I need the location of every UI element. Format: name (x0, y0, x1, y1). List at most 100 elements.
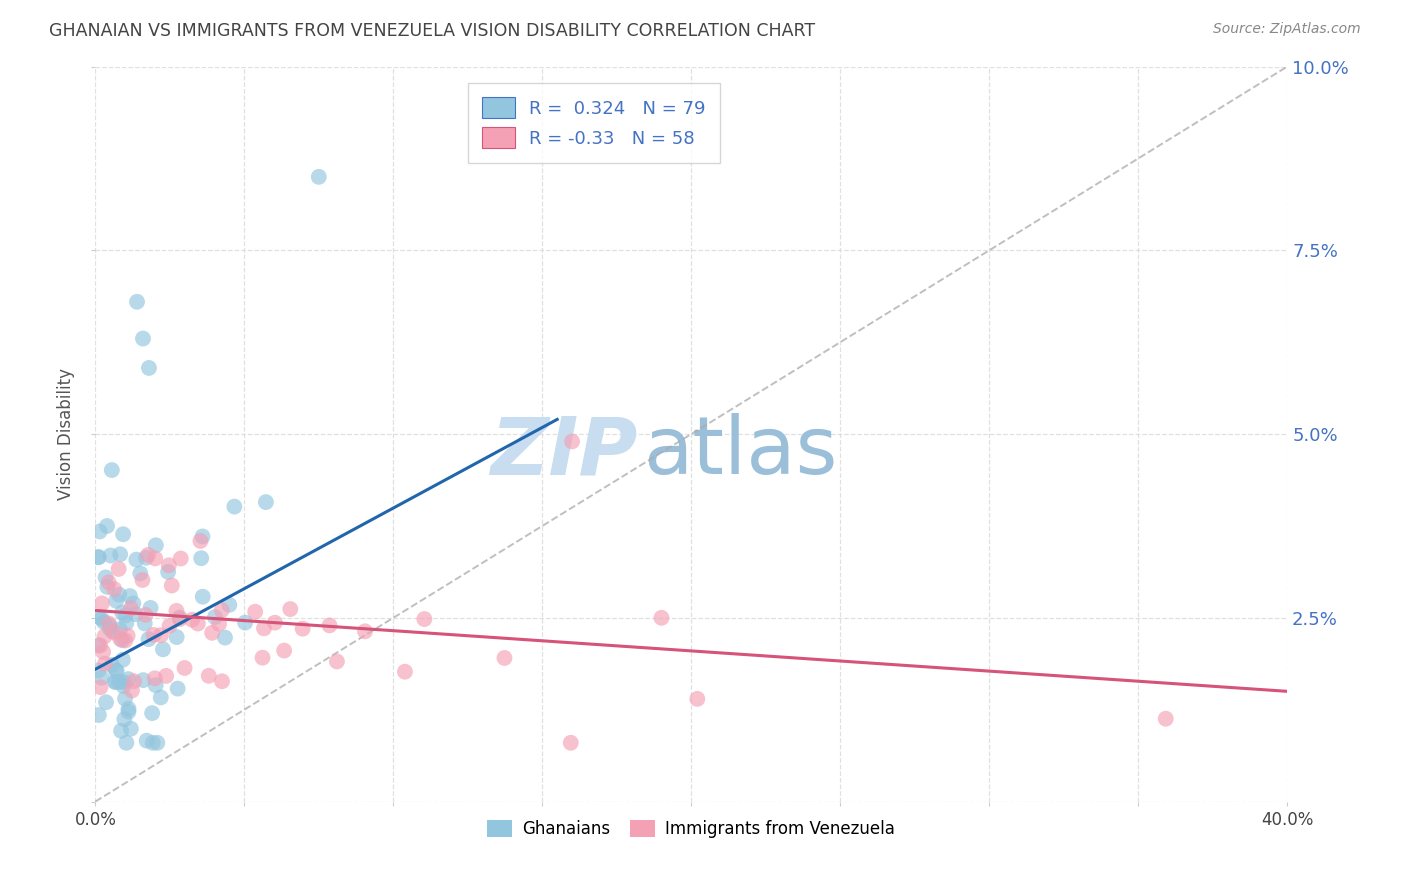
Point (214, 631, 236, 645)
Point (169, 610, 191, 624)
Point (87, 550, 110, 565)
Point (132, 332, 155, 346)
Point (149, 628, 172, 642)
Point (120, 722, 142, 736)
Point (93, 615, 115, 630)
Point (187, 616, 209, 631)
Point (110, 632, 132, 646)
Point (117, 672, 139, 686)
Point (170, 551, 193, 566)
Point (155, 669, 177, 683)
Point (110, 723, 132, 738)
Point (159, 619, 181, 633)
Point (87, 664, 110, 678)
Point (112, 679, 135, 693)
Point (90, 671, 112, 685)
Point (197, 669, 219, 683)
Text: atlas: atlas (644, 414, 838, 491)
Point (181, 613, 204, 627)
Point (129, 566, 152, 581)
Point (108, 547, 131, 561)
Point (112, 712, 135, 726)
Point (561, 434, 583, 449)
Point (263, 615, 285, 630)
Point (166, 630, 188, 644)
Point (114, 608, 136, 623)
Point (121, 683, 143, 698)
Point (115, 616, 138, 631)
Point (149, 690, 172, 705)
Point (96, 519, 118, 533)
Point (96, 580, 118, 594)
Point (1154, 712, 1177, 726)
Point (145, 678, 167, 692)
Point (112, 675, 135, 690)
Point (138, 360, 160, 375)
Point (89, 639, 111, 653)
Point (252, 650, 274, 665)
Point (122, 596, 145, 610)
Point (191, 590, 214, 604)
Point (494, 651, 516, 665)
Point (413, 612, 436, 626)
Point (145, 538, 167, 552)
Point (143, 671, 166, 685)
Point (101, 658, 124, 673)
Point (135, 733, 157, 747)
Text: Source: ZipAtlas.com: Source: ZipAtlas.com (1213, 22, 1361, 37)
Point (208, 616, 231, 631)
Point (118, 589, 141, 603)
Point (142, 736, 165, 750)
Point (114, 633, 136, 648)
Point (111, 633, 134, 648)
Point (318, 618, 340, 632)
Point (107, 562, 129, 576)
Point (97, 616, 120, 631)
Point (98, 621, 121, 635)
Point (138, 632, 160, 647)
Point (89, 524, 111, 539)
Point (326, 655, 349, 669)
Point (157, 558, 180, 573)
Point (135, 607, 157, 622)
Point (190, 551, 212, 566)
Point (141, 706, 163, 720)
Point (125, 294, 148, 309)
Point (108, 623, 131, 637)
Point (100, 549, 122, 563)
Point (166, 681, 188, 696)
Point (90, 612, 112, 626)
Point (87, 638, 110, 652)
Point (190, 533, 212, 548)
Point (125, 552, 148, 566)
Point (157, 565, 180, 579)
Point (560, 736, 582, 750)
Point (87, 549, 110, 564)
Point (115, 736, 138, 750)
Point (354, 624, 377, 639)
Point (111, 653, 134, 667)
Point (124, 607, 146, 622)
Point (131, 573, 153, 587)
Text: ZIP: ZIP (491, 414, 638, 491)
Point (101, 463, 124, 477)
Point (103, 582, 125, 597)
Point (211, 674, 233, 689)
Point (139, 600, 162, 615)
Point (101, 624, 124, 639)
Point (98, 619, 121, 633)
Point (169, 612, 191, 626)
Point (87, 708, 110, 723)
Point (105, 664, 128, 678)
Point (104, 674, 127, 689)
Point (211, 603, 233, 617)
Point (191, 529, 214, 543)
Point (132, 673, 155, 687)
Point (273, 643, 295, 657)
Point (94, 695, 117, 709)
Point (152, 642, 174, 657)
Point (97, 575, 120, 590)
Point (90, 596, 112, 610)
Point (120, 601, 142, 615)
Point (111, 606, 134, 620)
